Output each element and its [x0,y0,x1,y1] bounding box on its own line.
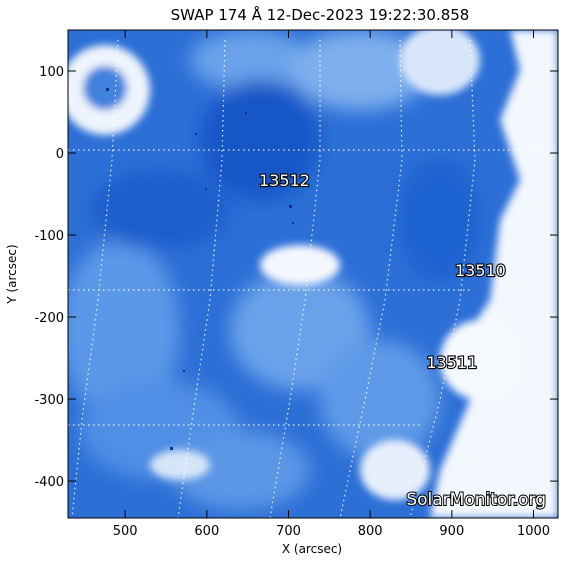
y-tick-label: -300 [34,393,64,408]
x-tick-label: 500 [113,524,138,539]
y-tick-label: -100 [34,229,64,244]
y-axis-ticks: 100 0 -100 -200 -300 -400 [34,65,558,490]
x-tick-label: 800 [358,524,383,539]
y-tick-label: 0 [56,147,64,162]
y-tick-label: -200 [34,311,64,326]
swap-solar-image [68,30,558,518]
x-tick-label: 700 [276,524,301,539]
region-13512-label: 13512 [259,171,310,190]
x-axis-ticks: 500 600 700 800 900 1000 [113,30,550,539]
heliographic-grid [68,39,558,518]
x-tick-label: 1000 [517,524,550,539]
region-13511-label: 13511 [426,353,477,372]
y-tick-label: 100 [39,65,64,80]
plot-frame [67,29,559,519]
y-tick-label: -400 [34,475,64,490]
solarmonitor-watermark: SolarMonitor.org [406,490,546,510]
x-tick-label: 600 [194,524,219,539]
region-13510-label: 13510 [455,261,506,280]
plot-title: SWAP 174 Å 12-Dec-2023 19:22:30.858 [171,5,470,24]
x-tick-label: 900 [439,524,464,539]
image-speckles [106,88,294,450]
x-axis-label: X (arcsec) [282,542,342,556]
active-region-labels: 13512 13510 13511 [258,170,507,373]
y-axis-label: Y (arcsec) [5,244,19,304]
